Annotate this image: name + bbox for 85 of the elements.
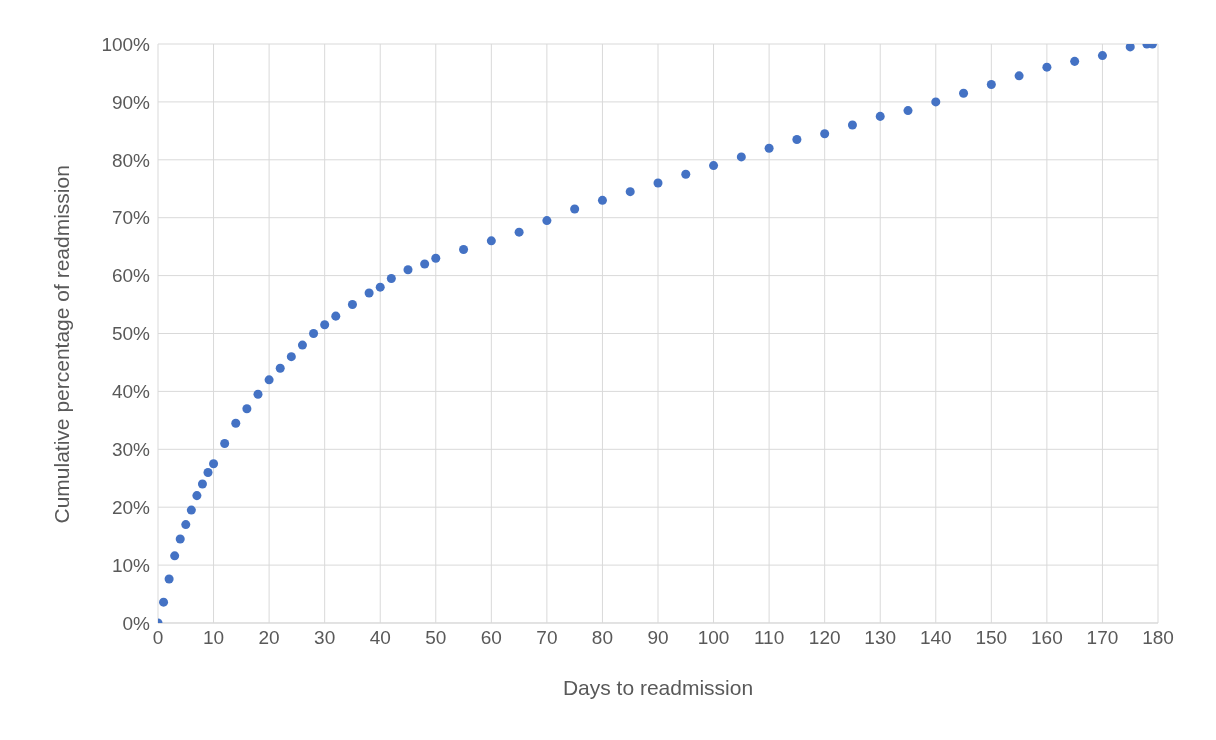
y-tick-label: 90% <box>111 91 151 113</box>
point <box>792 135 802 145</box>
x-tick-label: 90 <box>647 627 669 649</box>
point <box>764 143 774 153</box>
point <box>875 111 885 121</box>
point <box>959 88 969 98</box>
point <box>1097 51 1107 61</box>
y-tick-label: 10% <box>111 554 151 576</box>
x-tick-label: 60 <box>480 627 502 649</box>
point <box>1125 44 1135 52</box>
point <box>986 80 996 90</box>
point <box>375 282 385 292</box>
point <box>847 120 857 130</box>
point <box>459 245 469 255</box>
point <box>209 459 219 469</box>
point <box>542 216 552 226</box>
point <box>320 320 330 330</box>
point <box>253 389 263 399</box>
point <box>1070 56 1080 66</box>
point <box>197 479 207 489</box>
point <box>653 178 663 188</box>
x-tick-label: 70 <box>536 627 558 649</box>
x-tick-label: 130 <box>864 627 897 649</box>
point <box>275 363 285 373</box>
x-tick-label: 140 <box>919 627 952 649</box>
x-axis-title: Days to readmission <box>562 676 754 699</box>
point <box>931 97 941 107</box>
point <box>159 597 169 607</box>
point <box>297 340 307 350</box>
y-tick-label: 80% <box>111 149 151 171</box>
point <box>570 204 580 214</box>
x-tick-label: 120 <box>808 627 841 649</box>
point <box>486 236 496 246</box>
y-tick-label: 40% <box>111 381 151 403</box>
point <box>186 505 196 515</box>
point <box>709 161 719 171</box>
point <box>597 195 607 205</box>
x-tick-label: 180 <box>1142 627 1174 649</box>
point <box>736 152 746 162</box>
point <box>514 227 524 237</box>
y-tick-label: 100% <box>101 33 151 55</box>
y-tick-label: 0% <box>122 612 151 634</box>
x-tick-label: 170 <box>1086 627 1119 649</box>
point <box>203 467 213 477</box>
point <box>625 187 635 197</box>
y-tick-label: 70% <box>111 207 151 229</box>
y-tick-label: 60% <box>111 265 151 287</box>
point <box>286 352 296 362</box>
point <box>181 520 191 530</box>
x-tick-label: 40 <box>369 627 391 649</box>
point <box>1042 62 1052 72</box>
x-tick-label: 50 <box>425 627 447 649</box>
point <box>903 106 913 116</box>
point <box>431 253 441 263</box>
y-tick-label: 20% <box>111 496 151 518</box>
y-tick-label: 50% <box>111 323 151 345</box>
point <box>170 551 180 561</box>
point <box>175 534 185 544</box>
point <box>309 328 319 339</box>
x-tick-label: 20 <box>258 627 280 649</box>
x-tick-label: 150 <box>975 627 1008 649</box>
point <box>347 300 357 310</box>
x-tick-label: 30 <box>314 627 336 649</box>
point <box>331 311 341 321</box>
y-axis-title: Cumulative percentage of readmission <box>50 165 74 524</box>
point <box>386 273 396 283</box>
x-tick-label: 0 <box>152 627 164 649</box>
point <box>264 375 274 385</box>
point <box>242 404 252 414</box>
point <box>420 259 430 269</box>
point <box>364 288 374 298</box>
point <box>403 265 413 275</box>
point <box>820 129 830 139</box>
point <box>192 491 202 501</box>
point <box>220 439 230 449</box>
point <box>1014 71 1024 81</box>
point <box>164 574 174 584</box>
y-tick-label: 30% <box>111 439 151 461</box>
x-tick-label: 100 <box>697 627 730 649</box>
x-tick-label: 80 <box>591 627 614 649</box>
point <box>681 169 691 179</box>
x-tick-label: 10 <box>202 627 225 649</box>
point <box>231 418 241 428</box>
x-tick-label: 160 <box>1031 627 1063 649</box>
x-tick-label: 110 <box>753 627 785 649</box>
